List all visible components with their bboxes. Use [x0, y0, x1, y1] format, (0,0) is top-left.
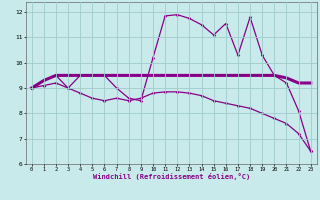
X-axis label: Windchill (Refroidissement éolien,°C): Windchill (Refroidissement éolien,°C) [92, 173, 250, 180]
